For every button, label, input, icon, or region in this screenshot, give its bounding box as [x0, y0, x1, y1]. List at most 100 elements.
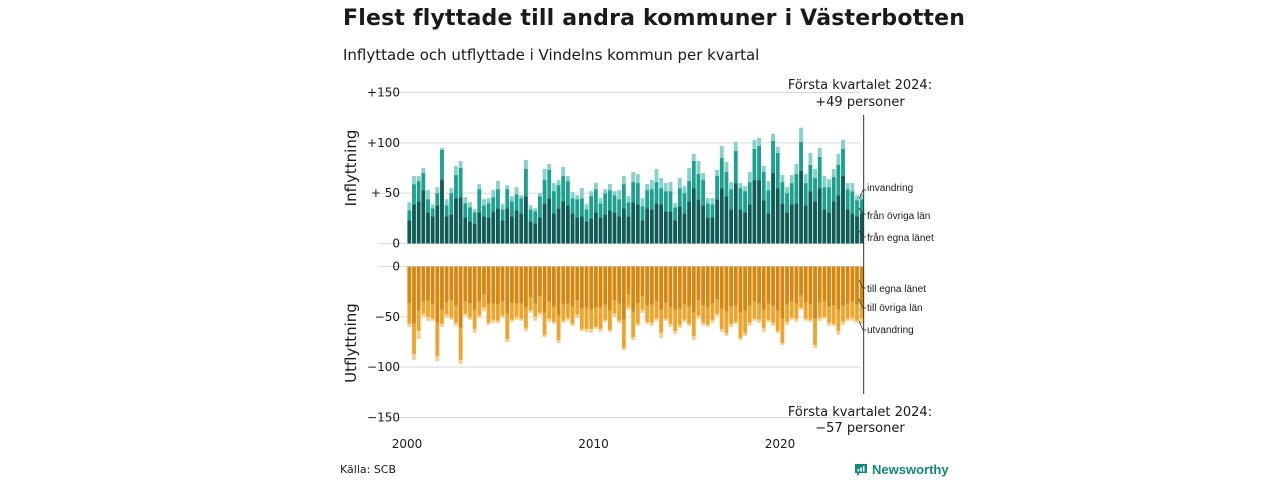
bar-in-2 [496, 181, 500, 190]
bar-out-1 [593, 307, 598, 327]
bar-in-1 [565, 181, 570, 206]
bar-out-1 [412, 323, 416, 355]
bar-in-0 [500, 220, 505, 244]
bar-out-1 [687, 306, 692, 324]
bar-out-0 [827, 266, 831, 307]
bar-out-2 [570, 323, 575, 326]
bar-in-1 [743, 191, 747, 213]
bar-in-2 [654, 169, 659, 183]
bar-out-2 [691, 335, 696, 340]
bar-in-0 [412, 204, 416, 244]
newsworthy-logo-icon [855, 463, 867, 476]
bar-out-0 [626, 266, 631, 295]
bar-out-0 [454, 266, 458, 306]
bar-in-1 [430, 208, 435, 217]
bar-out-2 [440, 323, 444, 327]
bar-out-1 [789, 301, 794, 318]
bar-out-2 [799, 307, 803, 310]
bar-out-0 [663, 266, 668, 303]
bar-out-0 [533, 266, 538, 304]
bar-out-2 [859, 318, 864, 324]
bar-out-0 [831, 266, 836, 306]
bar-out-1 [561, 304, 566, 321]
bar-out-2 [486, 322, 491, 325]
y-tick-out: −150 [367, 411, 400, 425]
bar-out-0 [752, 266, 757, 302]
bar-in-1 [771, 140, 775, 174]
bar-in-2 [458, 160, 463, 168]
bar-in-2 [705, 198, 710, 204]
bar-in-0 [813, 201, 817, 244]
bar-in-1 [794, 174, 799, 204]
bar-out-0 [710, 266, 715, 304]
bar-in-1 [696, 174, 701, 200]
bar-in-0 [533, 223, 538, 244]
bar-out-0 [766, 266, 771, 304]
bar-in-2 [715, 170, 720, 177]
label-till-ovriga-lan: till övriga län [867, 303, 923, 314]
bar-in-0 [528, 221, 533, 244]
bar-out-2 [733, 321, 738, 324]
bar-in-0 [430, 216, 435, 244]
bar-out-0 [673, 266, 678, 310]
bar-out-2 [659, 332, 664, 338]
bar-in-1 [747, 182, 752, 205]
bar-out-0 [426, 266, 430, 301]
bar-in-1 [407, 210, 412, 221]
bar-out-1 [813, 318, 817, 346]
bar-in-0 [747, 204, 752, 244]
bar-out-2 [561, 320, 566, 323]
bar-in-2 [435, 187, 440, 194]
bar-out-0 [780, 266, 785, 319]
bar-out-2 [771, 322, 775, 326]
bar-in-2 [668, 182, 673, 192]
bar-in-1 [780, 182, 785, 204]
bar-out-1 [472, 309, 477, 329]
bar-out-0 [505, 266, 510, 314]
bar-out-1 [654, 301, 659, 319]
bar-out-1 [575, 300, 580, 315]
bar-out-2 [831, 323, 836, 326]
bar-out-2 [528, 310, 533, 313]
bar-in-0 [635, 204, 640, 244]
bar-out-1 [766, 303, 771, 320]
bar-in-0 [524, 196, 528, 244]
bar-in-0 [738, 209, 743, 244]
bar-in-0 [631, 202, 636, 244]
bar-in-2 [584, 204, 589, 210]
bar-in-1 [775, 152, 780, 189]
bar-out-1 [631, 311, 636, 337]
x-tick: 2020 [765, 437, 796, 451]
bar-in-2 [761, 165, 766, 173]
bar-out-1 [547, 301, 552, 319]
bar-in-2 [603, 189, 608, 194]
bar-out-0 [635, 266, 640, 304]
bar-out-0 [761, 266, 766, 310]
bar-out-1 [719, 308, 724, 329]
bar-in-2 [701, 173, 706, 181]
bar-in-1 [799, 141, 803, 172]
bar-out-0 [855, 266, 859, 305]
bar-in-0 [593, 212, 598, 244]
bar-out-1 [705, 307, 710, 325]
bar-out-1 [421, 301, 426, 314]
bar-out-2 [463, 313, 468, 316]
bar-out-0 [551, 266, 556, 307]
y-tick-out: −50 [375, 310, 400, 324]
bar-out-2 [631, 336, 636, 340]
bar-out-2 [668, 323, 673, 327]
bar-out-1 [640, 296, 645, 310]
bar-in-2 [463, 197, 468, 204]
bar-in-1 [416, 181, 421, 202]
bar-out-1 [579, 308, 584, 329]
bar-in-0 [416, 201, 421, 244]
bar-in-0 [780, 203, 785, 244]
bar-out-2 [827, 322, 831, 326]
utflyttning-bars [407, 266, 864, 365]
bar-out-2 [785, 321, 789, 325]
bar-out-2 [556, 339, 561, 344]
bar-in-1 [649, 189, 654, 210]
bar-out-2 [635, 323, 640, 326]
bar-in-1 [677, 188, 682, 207]
bar-in-2 [813, 169, 817, 179]
